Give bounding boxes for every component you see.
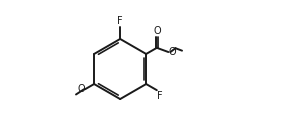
Text: O: O [77,84,85,94]
Text: O: O [169,47,177,57]
Text: F: F [157,91,163,101]
Text: O: O [153,26,161,36]
Text: F: F [117,16,123,26]
